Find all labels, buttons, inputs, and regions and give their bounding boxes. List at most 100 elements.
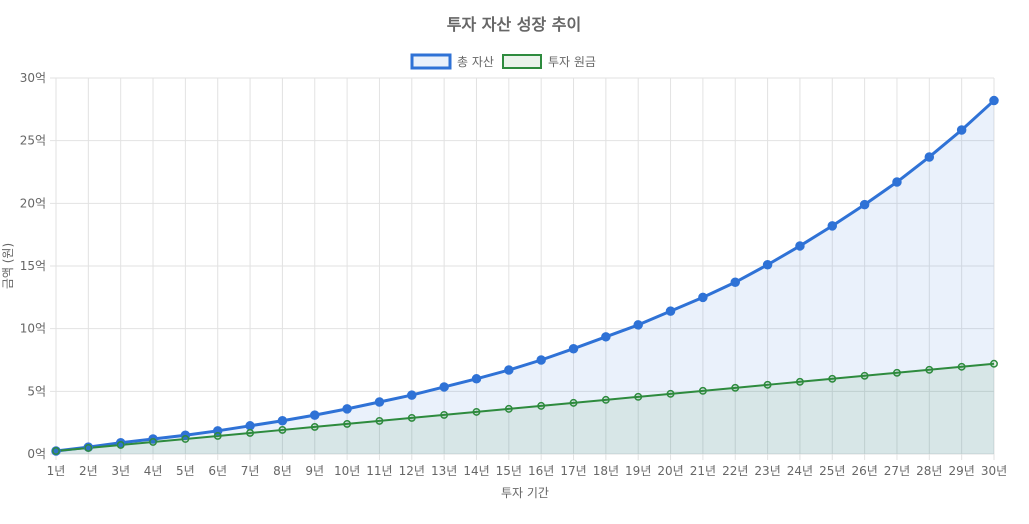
x-tick-label: 2년 [79,464,98,478]
data-point[interactable] [310,410,320,420]
x-tick-label: 11년 [366,464,392,478]
y-tick-label: 5억 [27,384,46,398]
data-point[interactable] [859,199,870,210]
data-point[interactable] [665,306,676,316]
x-tick-label: 12년 [399,464,425,478]
x-tick-label: 8년 [273,464,292,478]
y-tick-label: 25억 [20,134,46,148]
data-point[interactable] [568,343,579,354]
x-tick-labels: 1년 2년 3년 4년 5년 6년 7년 8년 9년 10년 11년 12년 13년 14년 15년 16년 1… [47,464,1008,478]
y-tick-label: 30억 [20,71,46,85]
x-tick-label: 24년 [787,464,813,478]
data-point[interactable] [893,368,901,377]
data-point[interactable] [310,422,319,431]
data-point[interactable] [246,428,255,437]
data-point[interactable] [439,382,449,392]
x-tick-label: 1년 [47,464,66,478]
x-tick-label: 21년 [690,464,716,478]
data-point[interactable] [601,332,611,342]
data-point[interactable] [536,355,546,365]
data-point[interactable] [957,362,966,371]
x-tick-label: 25년 [819,464,845,478]
x-tick-label: 19년 [625,464,651,478]
legend-item-total[interactable]: 총 자산 [410,53,494,70]
data-point[interactable] [990,359,998,368]
data-point[interactable] [892,177,902,187]
data-point[interactable] [698,292,708,303]
x-tick-label: 4년 [144,464,163,478]
data-point[interactable] [115,437,126,448]
series-lines [55,99,996,453]
data-point[interactable] [698,386,707,395]
data-point[interactable] [537,401,546,410]
data-point[interactable] [181,435,190,443]
data-point[interactable] [827,221,838,231]
x-tick-label: 30년 [981,464,1007,478]
data-point[interactable] [407,390,417,400]
data-point[interactable] [277,416,288,426]
y-tick-labels: 0억 5억 10억 15억 20억 25억 30억 [20,71,46,461]
data-point[interactable] [342,404,352,414]
series-area [56,100,994,454]
data-point[interactable] [762,259,773,270]
x-tick-label: 20년 [657,464,683,478]
data-point[interactable] [504,365,514,375]
data-point[interactable] [375,416,384,425]
y-tick-label: 10억 [20,322,46,336]
data-point[interactable] [440,410,449,419]
legend-item-principal[interactable]: 투자 원금 [502,54,596,69]
x-tick-label: 17년 [560,464,586,478]
data-point[interactable] [569,398,578,407]
data-point[interactable] [471,374,482,384]
data-point[interactable] [828,374,837,383]
x-tick-label: 29년 [948,464,974,478]
data-point[interactable] [666,389,675,398]
data-point[interactable] [116,441,125,449]
data-point[interactable] [633,320,643,330]
y-tick-label: 15억 [20,259,46,273]
series-points [51,95,999,456]
legend-label-principal: 투자 원금 [548,55,596,69]
data-point[interactable] [407,413,416,422]
data-point[interactable] [795,241,805,251]
x-tick-label: 28년 [916,464,942,478]
data-point[interactable] [84,444,93,452]
data-point[interactable] [149,438,157,446]
data-point[interactable] [860,371,869,380]
x-tick-label: 7년 [241,464,260,478]
legend-swatch-total [410,53,452,70]
data-point[interactable] [601,395,610,404]
legend-swatch-principal [502,54,542,69]
x-tick-label: 9년 [305,464,324,478]
data-point[interactable] [278,425,287,434]
y-tick-label: 20억 [20,196,46,210]
data-point[interactable] [924,152,935,162]
data-point[interactable] [634,392,643,401]
x-tick-label: 15년 [496,464,522,478]
data-point[interactable] [730,277,740,288]
x-tick-label: 6년 [208,464,227,478]
x-tick-label: 5년 [176,464,195,478]
y-axis-label: 금액 (원) [1,243,15,289]
data-point[interactable] [213,432,222,440]
areas [56,100,994,454]
x-tick-label: 16년 [528,464,554,478]
data-point[interactable] [374,397,385,407]
data-point[interactable] [763,380,772,389]
data-point[interactable] [472,407,481,416]
x-tick-label: 13년 [431,464,457,478]
grid [50,77,995,460]
data-point[interactable] [925,365,934,374]
data-point[interactable] [731,383,740,392]
series-line [55,362,995,452]
data-point[interactable] [989,95,999,106]
data-point[interactable] [52,447,60,455]
data-point[interactable] [343,419,352,428]
y-tick-label: 0억 [27,447,46,461]
data-point[interactable] [504,404,513,413]
x-tick-label: 27년 [884,464,910,478]
data-point[interactable] [245,421,255,431]
data-point[interactable] [795,377,804,386]
data-point[interactable] [956,125,967,135]
